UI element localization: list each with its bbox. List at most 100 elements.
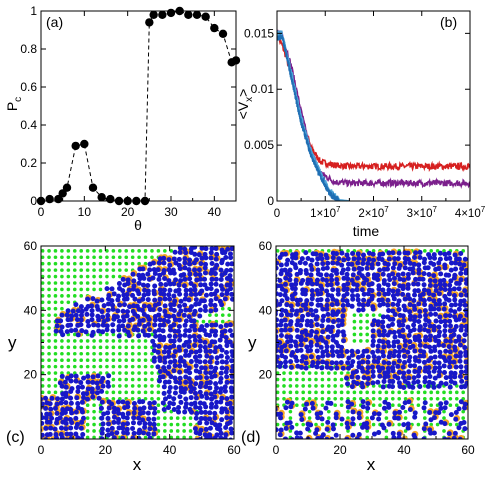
panel-d-substrate-dot (282, 390, 286, 395)
panel-d-particle (432, 354, 438, 360)
panel-d-particle (422, 322, 428, 328)
panel-d-particle (289, 437, 295, 439)
panel-d-substrate-dot (371, 313, 376, 317)
panel-c-particle (53, 431, 59, 437)
panel-d-particle (452, 309, 458, 315)
panel-c-substrate-dot (47, 306, 51, 311)
panel-d-particle (345, 399, 351, 405)
panel-d-particle (376, 416, 382, 422)
panel-c-substrate-dot (163, 416, 167, 420)
panel-c-substrate-dot (66, 351, 71, 356)
panel-d-substrate-dot (416, 390, 421, 395)
panel-d-substrate-dot (365, 319, 370, 324)
panel-d-particle (308, 272, 314, 278)
panel-d-substrate-dot (352, 326, 357, 330)
panel-c-substrate-dot (72, 364, 77, 369)
panel-d-particle (381, 328, 387, 334)
panel-d-particle (387, 350, 393, 356)
panel-c-substrate-dot (85, 422, 90, 427)
panel-d-particle (425, 265, 431, 271)
panel-c-substrate-dot (156, 435, 161, 439)
panel-c-particle (124, 313, 130, 319)
panel-c-substrate-dot (98, 274, 103, 279)
panel-c-particle (100, 314, 106, 320)
panel-d-particle (355, 354, 361, 360)
panel-d-particle (402, 307, 408, 313)
panel-d-particle (303, 306, 309, 312)
panel-a-ytick-label: 0 (30, 194, 37, 208)
panel-d-particle (371, 411, 377, 417)
panel-c-particle (229, 291, 234, 297)
panel-d-particle (277, 411, 283, 417)
panel-c-particle (196, 267, 202, 273)
panel-d-particle (427, 283, 433, 289)
panel-d-particle (375, 343, 381, 349)
panel-c-particle (89, 317, 95, 323)
panel-d-particle (324, 436, 330, 439)
panel-c-particle (192, 354, 198, 360)
panel-d-particle (329, 324, 335, 330)
panel-a-point (158, 10, 167, 19)
panel-d-particle (339, 262, 345, 268)
panel-c-substrate-dot (53, 390, 58, 395)
panel-d-particle (304, 322, 310, 328)
panel-c-particle (167, 345, 173, 351)
panel-d-particle (370, 369, 376, 375)
panel-c-substrate-dot (150, 249, 154, 253)
panel-d-particle (390, 430, 396, 436)
panel-c-particle (59, 373, 65, 379)
panel-d-particle (361, 291, 367, 297)
panel-c-particle (183, 328, 189, 334)
panel-c-substrate-dot (47, 274, 51, 279)
panel-d-particle (442, 251, 448, 257)
panel-c-substrate-dot (53, 345, 58, 350)
panel-c-particle (217, 422, 223, 428)
panel-d-particle (356, 431, 362, 437)
panel-c-particle (139, 307, 145, 313)
panel-c-particle (224, 374, 230, 380)
panel-d-substrate-dot (301, 422, 306, 427)
panel-c-substrate-dot (92, 261, 96, 266)
panel-c-particle (161, 317, 167, 323)
panel-c-particle (222, 250, 228, 256)
panel-c-particle (197, 375, 203, 381)
panel-c-particle (120, 425, 126, 431)
panel-d-particle (411, 375, 417, 381)
panel-d-particle (366, 250, 372, 256)
panel-c-substrate-dot (72, 339, 77, 343)
panel-d-particle (447, 355, 453, 361)
panel-d-particle (447, 282, 453, 288)
panel-b-ylabel-end: > (235, 89, 251, 97)
panel-c-particle (105, 307, 111, 313)
panel-d-particle (387, 277, 393, 283)
panel-d-particle (284, 399, 290, 405)
panel-c-particle (105, 316, 111, 322)
panel-c-substrate-dot (214, 313, 219, 317)
panel-c-particle (227, 282, 233, 288)
panel-c-substrate-dot (47, 345, 51, 350)
panel-d-particle (349, 261, 355, 267)
panel-d-particle (407, 354, 413, 360)
panel-d-particle (407, 328, 413, 334)
panel-c-substrate-dot (143, 351, 148, 356)
panel-c-particle (177, 363, 183, 369)
panel-c-substrate-dot (188, 429, 193, 433)
panel-d-particle (335, 287, 341, 293)
panel-d-particle (315, 360, 321, 366)
panel-c-particle (131, 303, 137, 309)
panel-d-particle (365, 359, 371, 365)
panel-d-particle (314, 364, 320, 370)
panel-d-substrate-dot (307, 377, 312, 382)
panel-d-particle (462, 345, 468, 351)
panel-c-particle (68, 328, 74, 334)
panel-d-particle (278, 427, 284, 433)
panel-d-particle (458, 270, 464, 276)
panel-a-point (192, 10, 202, 19)
panel-d-particle (364, 425, 370, 431)
panel-d-particle (324, 297, 330, 303)
panel-c-substrate-dot (72, 249, 77, 253)
panel-d-particle (417, 309, 423, 315)
panel-c-particle (115, 399, 121, 405)
panel-c-substrate-dot (60, 274, 64, 279)
panel-d-particle (458, 327, 464, 333)
